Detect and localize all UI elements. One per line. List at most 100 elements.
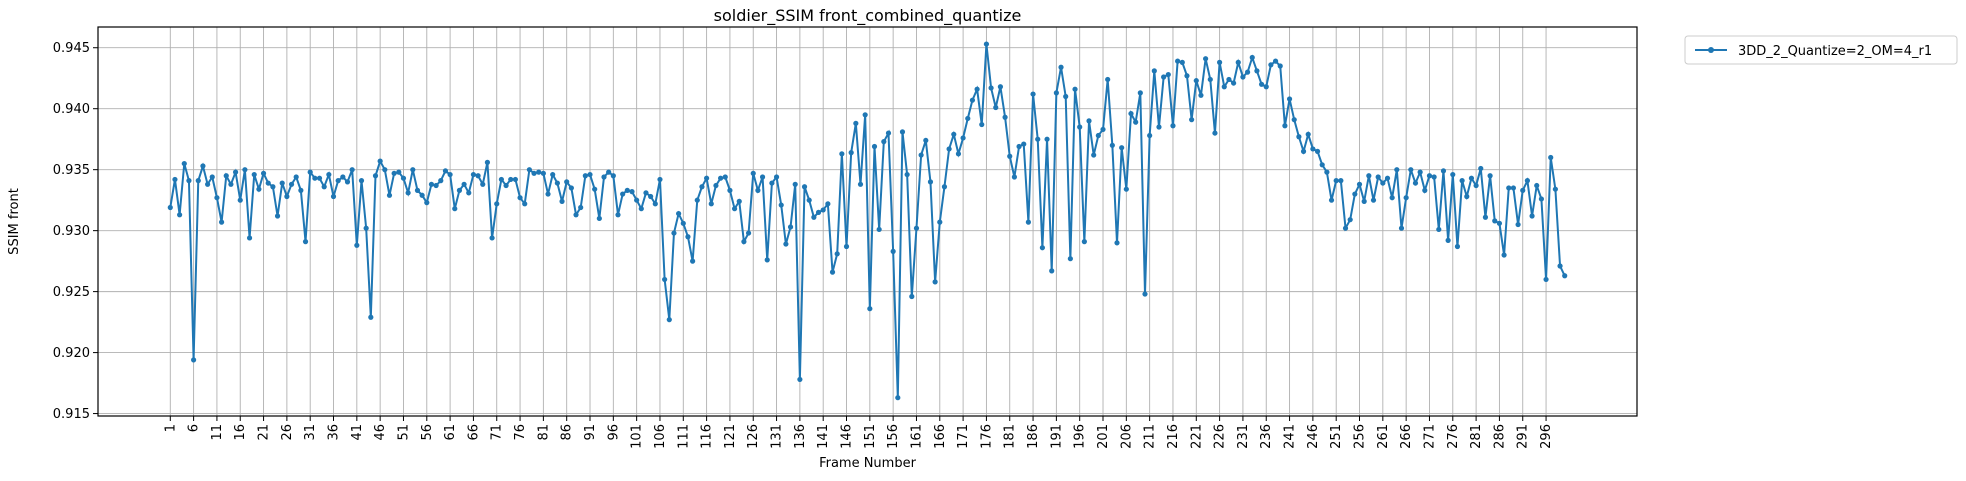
data-point	[1109, 142, 1115, 148]
data-point	[1212, 130, 1218, 136]
data-point	[484, 159, 491, 165]
data-point	[1231, 80, 1237, 86]
data-point	[456, 187, 463, 193]
data-point	[727, 187, 733, 193]
data-point	[1408, 167, 1414, 173]
data-point	[671, 230, 677, 236]
x-tick-label: 91	[583, 424, 598, 441]
data-point	[1025, 219, 1031, 225]
data-point	[820, 207, 826, 213]
x-tick-label: 131	[770, 424, 785, 449]
data-point	[354, 242, 360, 248]
data-point	[1459, 178, 1465, 184]
x-tick-label: 111	[676, 424, 691, 449]
y-tick-label: 0.935	[53, 163, 90, 178]
data-point	[676, 210, 682, 217]
data-point	[974, 86, 980, 92]
data-point	[839, 151, 845, 157]
data-point	[405, 190, 411, 196]
data-point	[438, 178, 444, 184]
data-point	[274, 213, 281, 219]
data-point	[848, 150, 854, 156]
data-point	[923, 137, 929, 144]
data-point	[1370, 197, 1377, 203]
data-point	[815, 209, 822, 215]
data-point	[1529, 213, 1535, 219]
data-point	[363, 225, 369, 231]
data-point	[778, 202, 784, 208]
x-axis-label: Frame Number	[819, 456, 917, 471]
x-tick-label: 231	[1236, 424, 1251, 449]
data-point	[955, 151, 962, 157]
data-point	[937, 219, 943, 225]
data-point	[344, 179, 351, 185]
data-point	[302, 239, 309, 245]
grid	[98, 27, 1637, 416]
data-point	[1282, 123, 1288, 129]
data-point	[960, 135, 966, 141]
data-point	[587, 171, 593, 178]
data-point	[1324, 169, 1330, 175]
data-point	[382, 167, 388, 173]
x-tick-label: 266	[1399, 424, 1414, 449]
x-tick-label: 236	[1259, 424, 1274, 449]
data-point	[699, 184, 705, 190]
data-point	[498, 176, 504, 183]
data-point	[993, 104, 999, 111]
data-point	[568, 185, 574, 191]
data-point	[666, 317, 672, 323]
x-tick-label: 176	[979, 424, 994, 449]
data-point	[620, 191, 626, 197]
legend-marker-swatch	[1708, 47, 1714, 53]
x-tick-label: 221	[1189, 424, 1204, 449]
x-tick-label: 246	[1306, 424, 1321, 449]
data-point	[662, 276, 668, 283]
data-point	[232, 169, 239, 175]
data-point	[1319, 162, 1325, 168]
data-point	[447, 171, 453, 178]
data-point	[1524, 178, 1530, 184]
x-tick-label: 6	[187, 424, 202, 432]
data-point	[885, 130, 892, 136]
data-point	[965, 115, 971, 122]
data-point	[1198, 92, 1204, 98]
x-tick-label: 71	[490, 424, 505, 441]
data-point	[638, 206, 644, 212]
x-tick-label: 26	[280, 424, 295, 441]
data-point	[918, 152, 924, 158]
data-point	[214, 195, 220, 201]
x-tick-label: 161	[909, 424, 924, 449]
data-point	[260, 170, 267, 176]
data-point	[1161, 74, 1167, 80]
data-point	[386, 192, 393, 198]
x-tick-label: 241	[1283, 424, 1298, 449]
data-point	[186, 178, 192, 184]
data-point	[652, 201, 658, 207]
data-point	[1002, 114, 1008, 120]
data-point	[1366, 173, 1372, 179]
data-point	[489, 235, 495, 241]
x-tick-label: 191	[1049, 424, 1064, 449]
data-point	[316, 175, 323, 181]
data-point	[209, 174, 215, 180]
data-point	[1538, 196, 1544, 202]
data-point	[377, 158, 383, 164]
data-point	[1072, 86, 1078, 92]
data-point	[904, 171, 910, 178]
data-point	[634, 197, 640, 203]
data-point	[1137, 90, 1143, 96]
data-point	[191, 357, 197, 363]
data-point	[330, 193, 337, 200]
data-point	[293, 174, 299, 180]
data-point	[941, 184, 948, 190]
series-markers	[167, 41, 1568, 401]
x-tick-label: 36	[327, 424, 342, 441]
x-axis: 1 6 11 16 21 26 31 36 41 46 51 56 61 66 71 76 81 86 91 96 10…	[163, 416, 1554, 449]
data-point	[218, 219, 225, 225]
x-tick-label: 186	[1026, 424, 1041, 449]
data-point	[466, 190, 472, 196]
data-point	[1119, 145, 1125, 151]
data-point	[690, 258, 696, 264]
data-point	[997, 84, 1004, 90]
data-point	[237, 197, 243, 203]
